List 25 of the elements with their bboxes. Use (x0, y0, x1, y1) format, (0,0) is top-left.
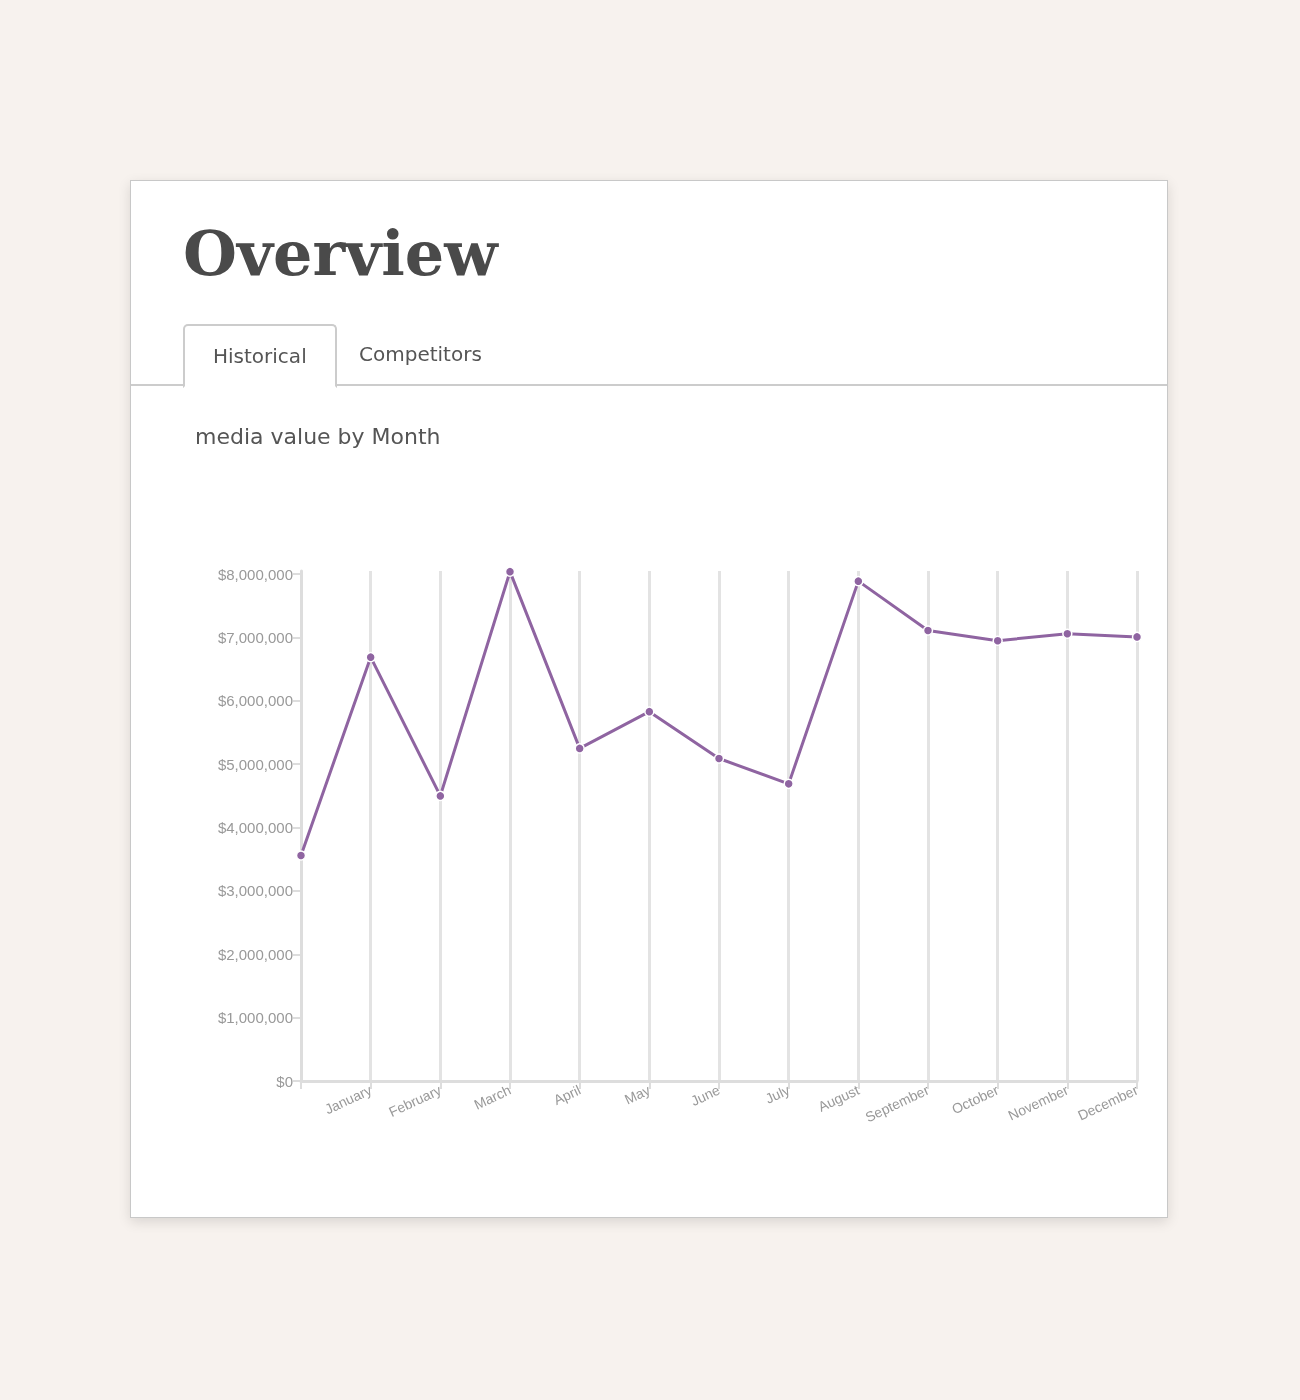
point (1062, 628, 1073, 639)
chart-subtitle: media value by Month (195, 424, 441, 449)
y-tick-label: $6,000,000 (217, 692, 293, 710)
point (713, 753, 725, 764)
x-tick-label: June (688, 1081, 723, 1110)
point (992, 635, 1003, 646)
y-tick-label: $4,000,000 (217, 819, 293, 837)
y-tick-label: $3,000,000 (217, 882, 293, 900)
y-tick-label: $7,000,000 (217, 629, 293, 647)
y-tick-label: $2,000,000 (217, 945, 293, 963)
text: Historical (183, 324, 337, 388)
x-tick-label: July (762, 1081, 793, 1107)
y-tick-label: $8,000,000 (217, 565, 293, 583)
chart-title: Overview (183, 217, 498, 290)
point (853, 575, 864, 587)
text: Competitors (358, 341, 483, 368)
y-tick-label: $5,000,000 (217, 755, 293, 773)
x-tick-label: April (550, 1081, 584, 1109)
y-tick-label: $0 (276, 1072, 293, 1090)
x-tick-label: March (471, 1081, 514, 1113)
x-tick-label: May (622, 1081, 653, 1108)
point (922, 625, 934, 636)
point (644, 706, 655, 717)
point (783, 778, 794, 790)
y-tick-label: $1,000,000 (217, 1009, 293, 1027)
